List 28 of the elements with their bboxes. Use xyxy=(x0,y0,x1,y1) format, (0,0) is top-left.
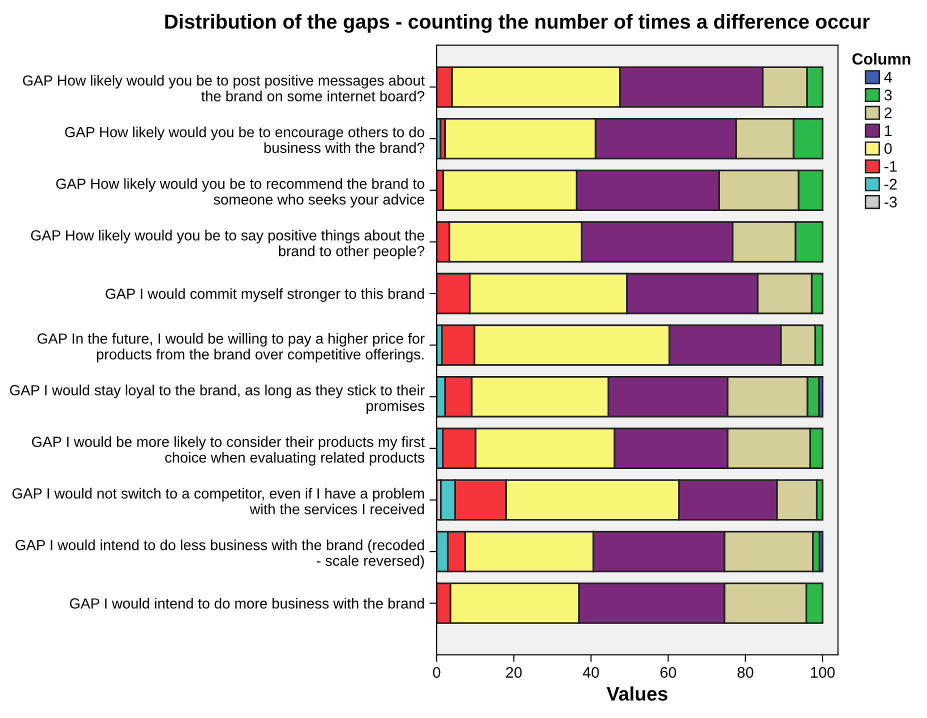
y-tick-label: GAP How likely would you be to post positive messages about the brand on some internet board? xyxy=(22,74,425,102)
x-tick-label: 40 xyxy=(582,667,599,678)
y-tick-label: GAP I would stay loyal to the brand, as long as they stick to their promises xyxy=(10,384,425,414)
y-tick-label: GAP I would commit myself stronger to this brand xyxy=(106,288,424,302)
x-tick-label: 60 xyxy=(660,667,676,678)
y-tick-label: GAP I would intend to do less business with the brand (recoded - scale reversed) xyxy=(16,540,424,569)
y-tick-label: GAP I would be more likely to consider their products my first choice when evaluating related products xyxy=(32,436,425,466)
x-axis-title: Values xyxy=(606,686,668,701)
legend-label: -3 xyxy=(884,196,897,208)
x-tick-label: 80 xyxy=(738,667,754,678)
y-tick-label: GAP In the future, I would be willing to pay a higher price for products from the brand over competitive offerings. xyxy=(38,333,425,362)
y-tick-label: GAP How likely would you be to encourage others to do business with the brand? xyxy=(65,126,424,153)
x-tick-label: 0 xyxy=(432,667,440,678)
legend-title: Column xyxy=(852,52,910,65)
legend-label: 4 xyxy=(884,72,892,82)
chart-title: Distribution of the gaps - counting the number of times a difference occur xyxy=(165,14,870,33)
legend-label: -2 xyxy=(884,178,897,190)
y-tick-label: GAP I would not switch to a competitor, even if I have a problem with the services I received xyxy=(12,488,424,514)
legend-label: 1 xyxy=(885,125,892,136)
x-tick-label: 20 xyxy=(506,667,522,678)
y-tick-label: GAP I would intend to do more business with the brand xyxy=(70,598,424,609)
legend-label: 0 xyxy=(884,143,892,154)
y-tick-label: GAP How likely would you be to say positive things about the brand to other people? xyxy=(31,230,424,260)
y-tick-label: GAP How likely would you be to recommend the brand to someone who seeks your advice xyxy=(56,178,424,208)
legend-label: -1 xyxy=(884,161,897,172)
legend-label: 2 xyxy=(884,107,892,118)
legend-label: 3 xyxy=(884,90,892,100)
x-tick-label: 100 xyxy=(810,667,835,678)
